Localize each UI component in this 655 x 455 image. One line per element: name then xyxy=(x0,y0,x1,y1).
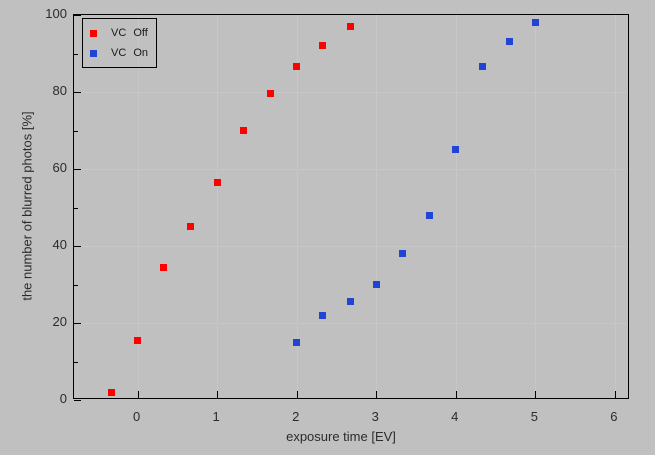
data-point-vc-off xyxy=(160,263,168,271)
data-point-vc-on xyxy=(531,19,539,27)
x-tick xyxy=(296,391,298,398)
y-minor-tick xyxy=(74,130,78,132)
y-major-tick xyxy=(74,246,81,247)
x-tick-label: 2 xyxy=(292,409,300,424)
x-tick-label: 6 xyxy=(610,409,618,424)
data-point-vc-on xyxy=(346,298,354,306)
x-tick xyxy=(376,391,378,398)
data-point-vc-on xyxy=(478,63,486,71)
x-tick xyxy=(455,391,457,398)
vc-on-swatch-icon xyxy=(90,49,97,57)
data-point-vc-on xyxy=(426,211,434,219)
data-point-vc-off xyxy=(134,336,142,344)
x-gridline xyxy=(614,15,616,398)
y-gridline xyxy=(74,169,628,170)
marker-layer xyxy=(74,15,628,398)
data-point-vc-off xyxy=(239,127,247,134)
x-tick-label: 1 xyxy=(212,409,220,424)
x-gridline xyxy=(296,15,298,398)
x-gridline xyxy=(535,15,537,398)
y-tick-label: 20 xyxy=(52,314,67,329)
data-point-vc-on xyxy=(505,38,513,46)
y-gridline xyxy=(74,246,628,247)
x-gridline xyxy=(376,15,378,398)
y-tick-label: 60 xyxy=(52,160,67,175)
y-tick-label: 100 xyxy=(45,6,67,21)
tick-layer xyxy=(74,15,628,401)
vc-off-swatch-icon xyxy=(90,29,97,37)
x-tick-label: 0 xyxy=(133,409,141,424)
legend-label-vc-off: VC Off xyxy=(111,27,148,39)
y-tick-label: 40 xyxy=(52,237,67,252)
y-tick-label: 0 xyxy=(59,391,67,406)
x-gridline xyxy=(137,15,139,398)
x-tick-label: 3 xyxy=(371,409,379,424)
legend: VC Off VC On xyxy=(82,18,157,68)
data-point-vc-off xyxy=(319,42,327,50)
y-tick-label: 80 xyxy=(52,83,67,98)
y-major-tick xyxy=(74,323,81,324)
legend-item-vc-on: VC On xyxy=(90,43,156,63)
x-tick-label: 4 xyxy=(451,409,459,424)
y-major-tick xyxy=(74,169,81,170)
grid-layer xyxy=(74,15,628,398)
x-tick xyxy=(217,391,219,398)
x-tick xyxy=(137,391,139,398)
data-point-vc-on xyxy=(319,311,327,319)
plot-area: VC Off VC On xyxy=(73,14,629,401)
legend-item-vc-off: VC Off xyxy=(90,23,156,43)
data-point-vc-off xyxy=(107,388,115,396)
y-minor-tick xyxy=(74,361,78,363)
x-axis-title: exposure time [EV] xyxy=(286,429,396,444)
y-major-tick xyxy=(74,15,81,16)
data-point-vc-on xyxy=(293,338,301,346)
data-point-vc-on xyxy=(372,281,380,288)
x-gridline xyxy=(217,15,219,398)
data-point-vc-off xyxy=(266,90,274,98)
data-point-vc-off xyxy=(293,63,301,71)
y-minor-tick xyxy=(74,284,78,286)
x-gridline xyxy=(455,15,457,398)
y-major-tick xyxy=(74,400,81,401)
legend-label-vc-on: VC On xyxy=(111,47,149,59)
y-gridline xyxy=(74,92,628,93)
data-point-vc-on xyxy=(399,250,406,258)
y-minor-tick xyxy=(74,207,78,209)
data-point-vc-off xyxy=(213,178,221,186)
y-axis-title: the number of blurred photos [%] xyxy=(19,111,35,301)
x-tick xyxy=(614,391,616,398)
x-tick xyxy=(535,391,537,398)
y-major-tick xyxy=(74,92,81,93)
y-minor-tick xyxy=(74,53,78,55)
y-gridline xyxy=(74,323,628,324)
data-point-vc-off xyxy=(346,23,354,31)
data-point-vc-off xyxy=(187,223,195,231)
x-tick-label: 5 xyxy=(530,409,538,424)
data-point-vc-on xyxy=(452,146,460,154)
